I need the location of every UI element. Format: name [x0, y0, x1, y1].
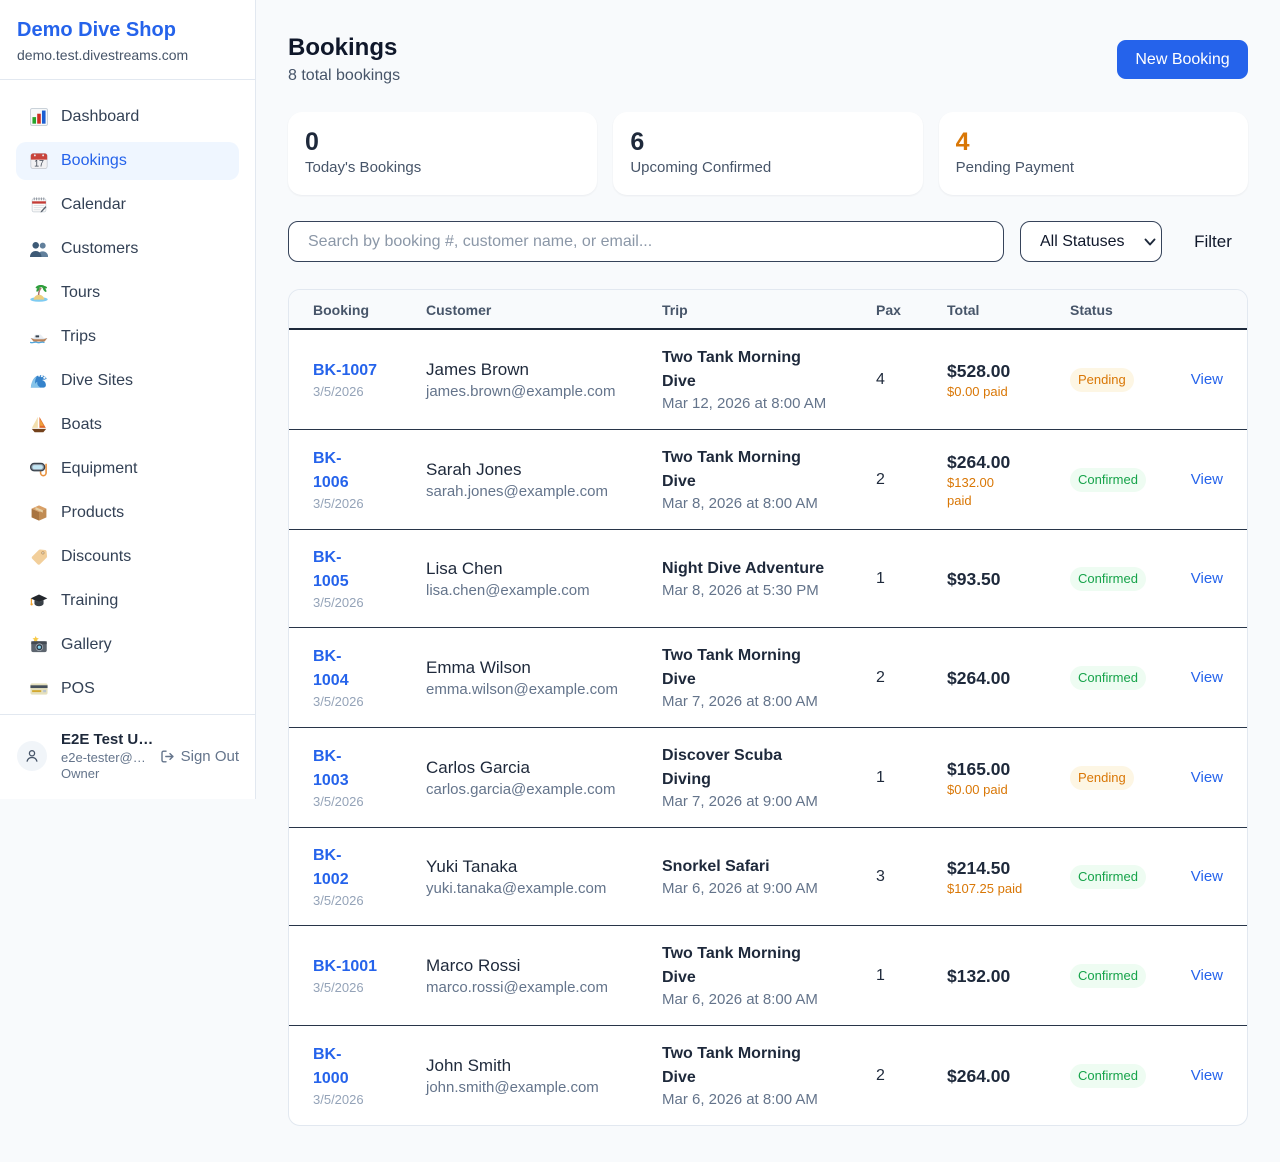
svg-text:17: 17	[34, 159, 44, 169]
